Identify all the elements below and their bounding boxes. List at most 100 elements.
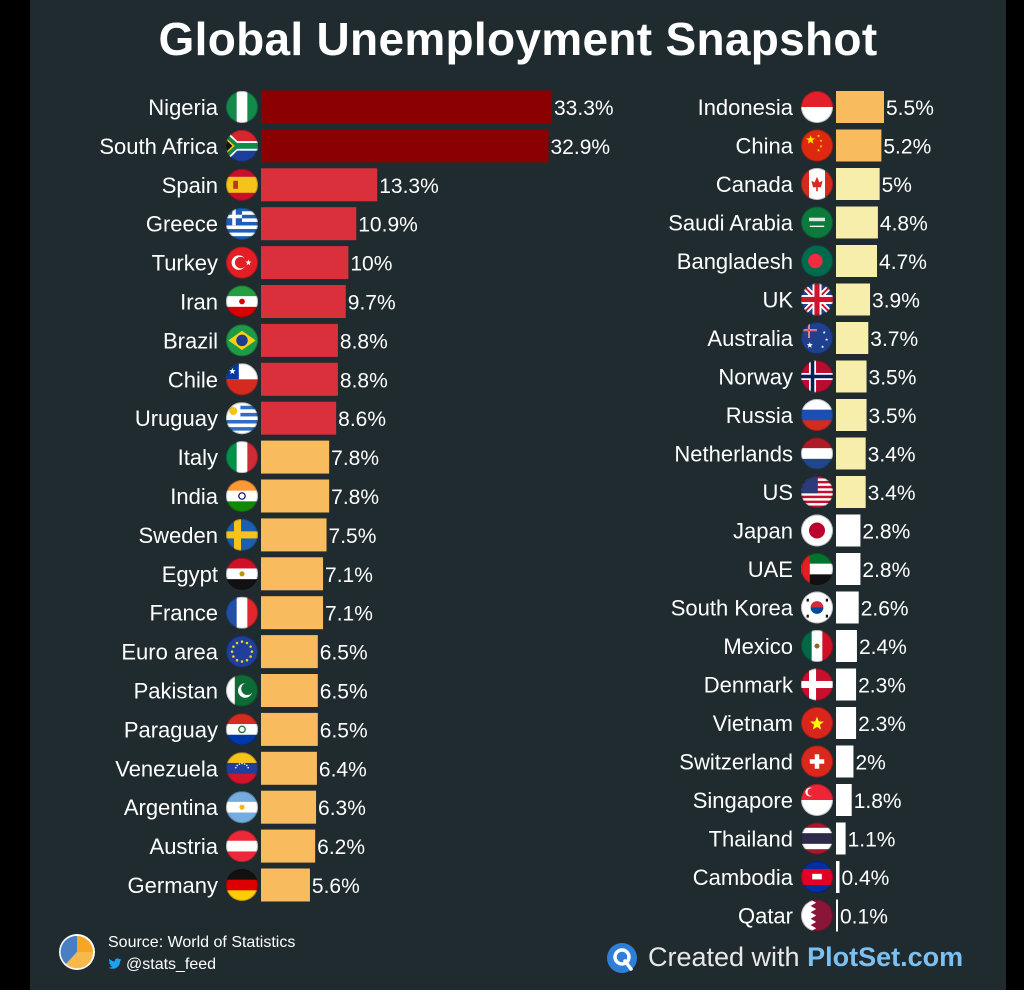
value-label-turkey: 10% [350, 253, 392, 276]
flag-canada-icon [801, 168, 833, 200]
country-label-us: US [762, 480, 793, 505]
flag-thailand-icon [801, 822, 833, 855]
bar-paraguay [261, 712, 318, 746]
value-label-denmark: 2.3% [858, 675, 906, 698]
country-label-saudi-arabia: Saudi Arabia [668, 211, 794, 236]
bar-cambodia [836, 861, 840, 893]
value-label-bangladesh: 4.7% [879, 251, 927, 274]
bar-indonesia [836, 91, 884, 123]
flag-germany-icon [226, 869, 258, 901]
flag-south-korea-icon [801, 591, 833, 624]
value-label-us: 3.4% [868, 482, 916, 505]
value-label-australia: 3.7% [870, 328, 918, 351]
country-label-pakistan: Pakistan [134, 679, 218, 704]
bar-us [836, 476, 866, 508]
flag-chile-icon [226, 363, 258, 396]
bar-argentina [261, 790, 317, 824]
flag-france-icon [226, 596, 258, 629]
created-with-text: Created with PlotSet.com [648, 942, 963, 973]
flag-greece-icon [226, 207, 258, 240]
flag-us-icon [801, 476, 833, 508]
country-label-argentina: Argentina [124, 795, 219, 820]
value-label-spain: 13.3% [379, 175, 439, 198]
flag-indonesia-icon [801, 91, 833, 123]
flag-euro-area-icon [226, 635, 258, 668]
country-label-sweden: Sweden [138, 523, 218, 548]
value-label-singapore: 1.8% [854, 790, 902, 813]
country-label-mexico: Mexico [723, 634, 793, 659]
value-label-france: 7.1% [325, 603, 373, 626]
flag-mexico-icon [801, 630, 833, 662]
country-label-thailand: Thailand [709, 827, 793, 852]
value-label-egypt: 7.1% [325, 564, 373, 587]
value-label-indonesia: 5.5% [886, 97, 934, 120]
bar-spain [261, 168, 378, 202]
bar-singapore [836, 784, 852, 816]
bar-nigeria [261, 90, 552, 124]
country-label-iran: Iran [180, 290, 218, 315]
bar-india [261, 479, 330, 513]
flag-argentina-icon [226, 791, 258, 824]
bar-uruguay [261, 401, 337, 435]
country-label-australia: Australia [707, 326, 793, 351]
value-label-venezuela: 6.4% [319, 758, 367, 781]
country-label-singapore: Singapore [693, 788, 793, 813]
flag-brazil-icon [226, 324, 258, 357]
value-label-netherlands: 3.4% [868, 444, 916, 467]
country-label-austria: Austria [150, 834, 219, 859]
flag-egypt-icon [226, 557, 258, 590]
flag-uruguay-icon [226, 402, 258, 435]
twitter-handle-row[interactable]: @stats_feed [108, 956, 216, 974]
flag-norway-icon [801, 360, 833, 393]
source-text: Source: World of Statistics [108, 934, 296, 951]
flag-singapore-icon [801, 784, 833, 816]
country-label-canada: Canada [716, 172, 794, 197]
value-label-switzerland: 2% [855, 752, 885, 775]
country-label-qatar: Qatar [738, 904, 793, 929]
bar-iran [261, 285, 346, 318]
country-label-russia: Russia [726, 403, 794, 428]
created-prefix: Created with [648, 942, 808, 972]
flag-austria-icon [226, 830, 258, 863]
bar-saudi-arabia [836, 206, 878, 239]
value-label-sweden: 7.5% [329, 525, 377, 548]
bar-germany [261, 868, 310, 902]
bar-austria [261, 829, 316, 863]
country-label-japan: Japan [733, 519, 793, 544]
plotset-brand-link[interactable]: PlotSet.com [807, 942, 964, 972]
flag-switzerland-icon [801, 745, 833, 778]
value-label-uae: 2.8% [862, 559, 910, 582]
flag-bangladesh-icon [801, 245, 833, 277]
country-label-switzerland: Switzerland [679, 750, 793, 775]
country-label-paraguay: Paraguay [124, 717, 218, 742]
bar-venezuela [261, 751, 317, 785]
bar-pakistan [261, 674, 318, 707]
flag-turkey-icon [226, 246, 258, 279]
country-label-denmark: Denmark [704, 673, 794, 698]
flag-saudi-arabia-icon [801, 206, 833, 239]
flag-india-icon [226, 480, 258, 512]
bar-russia [836, 399, 867, 431]
value-label-cambodia: 0.4% [841, 867, 889, 890]
flag-italy-icon [226, 441, 258, 474]
value-label-germany: 5.6% [312, 875, 360, 898]
value-label-india: 7.8% [331, 486, 379, 509]
country-label-germany: Germany [128, 873, 218, 898]
flag-cambodia-icon [801, 861, 833, 893]
bar-south-africa [261, 129, 549, 163]
bar-thailand [836, 822, 846, 855]
value-label-austria: 6.2% [317, 836, 365, 859]
flag-venezuela-icon [226, 752, 258, 785]
twitter-bird-icon [108, 958, 122, 969]
bar-switzerland [836, 745, 854, 778]
value-label-south-korea: 2.6% [861, 598, 909, 621]
country-label-turkey: Turkey [152, 251, 218, 276]
country-label-norway: Norway [718, 365, 793, 390]
value-label-qatar: 0.1% [840, 906, 888, 929]
bar-greece [261, 207, 357, 241]
flag-japan-icon [801, 514, 833, 547]
flag-china-icon [801, 129, 833, 162]
twitter-handle: @stats_feed [126, 956, 217, 973]
bar-mexico [836, 630, 857, 662]
country-label-nigeria: Nigeria [148, 95, 218, 120]
